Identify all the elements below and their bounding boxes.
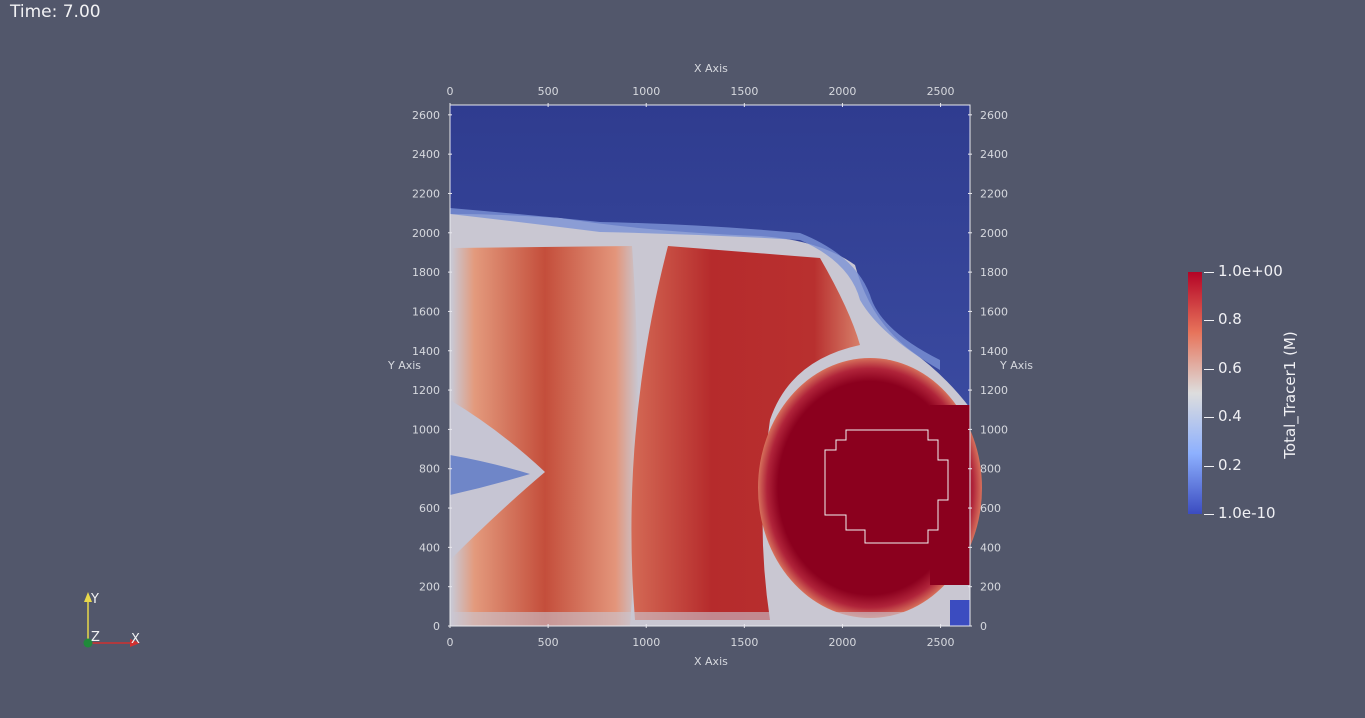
colorbar-label: 0.2 bbox=[1218, 455, 1242, 474]
y-tick-label-right: 1000 bbox=[980, 423, 1008, 436]
colorbar-tick bbox=[1204, 320, 1214, 322]
x-axis-title-top: X Axis bbox=[694, 62, 728, 75]
y-tick-label-right: 1400 bbox=[980, 345, 1008, 358]
x-tick-label-bottom: 0 bbox=[447, 636, 454, 649]
x-tick-label-bottom: 2500 bbox=[927, 636, 955, 649]
colorbar-tick bbox=[1204, 368, 1214, 370]
y-tick-label-right: 2600 bbox=[980, 109, 1008, 122]
orient-z-label: Z bbox=[91, 630, 100, 645]
y-tick-label-right: 1800 bbox=[980, 266, 1008, 279]
time-label: Time: 7.00 bbox=[10, 2, 101, 22]
y-tick-label-right: 1600 bbox=[980, 305, 1008, 318]
orientation-axes: Y Z X bbox=[83, 592, 140, 648]
y-tick-label-left: 0 bbox=[433, 620, 440, 633]
orient-x-label: X bbox=[131, 632, 140, 647]
colorbar-tick bbox=[1204, 272, 1214, 273]
middle-region bbox=[631, 246, 860, 620]
y-tick-label-left: 1000 bbox=[412, 423, 440, 436]
x-tick-label-top: 0 bbox=[447, 85, 454, 98]
y-tick-label-right: 400 bbox=[980, 541, 1001, 554]
x-tick-label-top: 1000 bbox=[632, 85, 660, 98]
colorbar bbox=[1188, 272, 1202, 514]
core-blob bbox=[758, 358, 982, 618]
colorbar-label: 1.0e+00 bbox=[1218, 262, 1283, 280]
x-tick-label-bottom: 2000 bbox=[828, 636, 856, 649]
colorbar-title: Total_Tracer1 (M) bbox=[1281, 331, 1299, 459]
x-tick-label-bottom: 1500 bbox=[730, 636, 758, 649]
colorbar-tick bbox=[1204, 514, 1214, 515]
colorbar-tick bbox=[1204, 417, 1214, 419]
y-tick-label-left: 2200 bbox=[412, 187, 440, 200]
y-axis-title-right: Y Axis bbox=[1000, 359, 1034, 372]
inner-contour bbox=[824, 429, 949, 544]
colorbar-label: 0.4 bbox=[1218, 407, 1242, 426]
y-axis-title-left: Y Axis bbox=[388, 359, 422, 372]
y-tick-label-right: 1200 bbox=[980, 384, 1008, 397]
x-tick-label-top: 2500 bbox=[927, 85, 955, 98]
colorbar-tick bbox=[1204, 465, 1214, 467]
left-region bbox=[452, 246, 639, 626]
y-tick-label-right: 800 bbox=[980, 463, 1001, 476]
y-tick-label-left: 1600 bbox=[412, 305, 440, 318]
y-tick-label-left: 1200 bbox=[412, 384, 440, 397]
colorbar-label: 1.0e-10 bbox=[1218, 504, 1276, 522]
orient-y-label: Y bbox=[90, 592, 99, 607]
x-tick-label-top: 1500 bbox=[730, 85, 758, 98]
y-tick-label-left: 1400 bbox=[412, 345, 440, 358]
y-tick-label-left: 400 bbox=[419, 541, 440, 554]
tracer-field bbox=[450, 105, 982, 626]
y-tick-label-left: 1800 bbox=[412, 266, 440, 279]
y-tick-label-right: 2400 bbox=[980, 148, 1008, 161]
x-tick-label-bottom: 1000 bbox=[632, 636, 660, 649]
x-tick-label-top: 500 bbox=[538, 85, 559, 98]
y-tick-label-right: 0 bbox=[980, 620, 987, 633]
x-tick-label-top: 2000 bbox=[828, 85, 856, 98]
y-tick-label-right: 200 bbox=[980, 581, 1001, 594]
y-tick-label-right: 2000 bbox=[980, 227, 1008, 240]
axis-ticks: 0050050010001000150015002000200025002500… bbox=[412, 85, 1008, 649]
y-tick-label-left: 2600 bbox=[412, 109, 440, 122]
colorbar-label: 0.6 bbox=[1218, 358, 1242, 377]
y-tick-label-left: 2400 bbox=[412, 148, 440, 161]
y-tick-label-right: 2200 bbox=[980, 187, 1008, 200]
top-region bbox=[450, 105, 970, 408]
y-tick-label-right: 600 bbox=[980, 502, 1001, 515]
y-tick-label-left: 2000 bbox=[412, 227, 440, 240]
x-tick-label-bottom: 500 bbox=[538, 636, 559, 649]
plot-frame bbox=[449, 104, 971, 627]
y-tick-label-left: 600 bbox=[419, 502, 440, 515]
colorbar-label: 0.8 bbox=[1218, 310, 1242, 329]
x-axis-title-bottom: X Axis bbox=[694, 655, 728, 668]
y-tick-label-left: 200 bbox=[419, 581, 440, 594]
y-tick-label-left: 800 bbox=[419, 463, 440, 476]
